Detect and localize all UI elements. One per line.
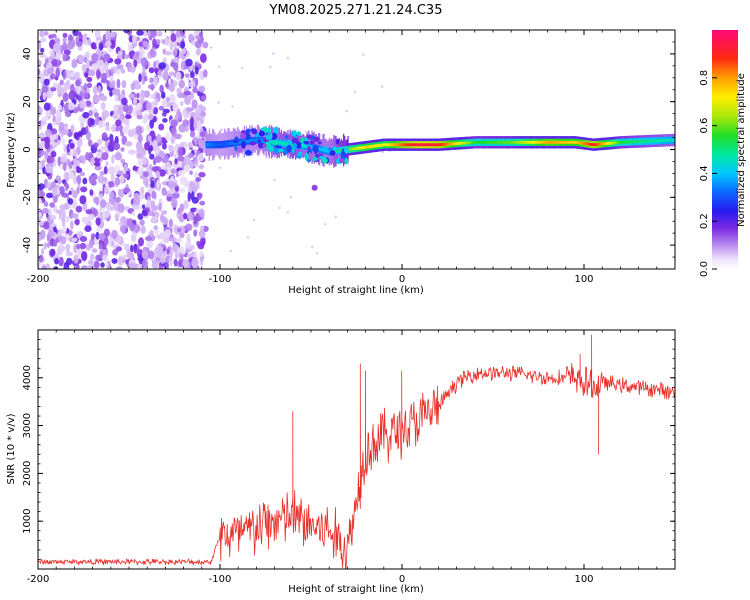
spectrogram-x-ticks: -200 -100 0 100 <box>27 30 676 285</box>
spectrogram-y-tick-label: 0 <box>22 146 33 152</box>
snr-frame <box>37 329 676 570</box>
snr-x-tick-label: -100 <box>209 574 232 585</box>
spectrogram-x-tick-label: 100 <box>574 274 593 285</box>
colorbar: 0.0 0.2 0.4 0.6 0.8 Normalized spectral ampl… <box>699 30 747 277</box>
snr-y-label: SNR (10 * v/v) <box>6 413 17 484</box>
figure-title: YM08.2025.271.21.24.C35 <box>269 3 443 18</box>
colorbar-tick-label: 0.0 <box>699 261 710 277</box>
spectrogram-noise-region <box>38 30 209 269</box>
snr-y-tick-label: 1000 <box>22 508 33 533</box>
colorbar-tick-label: 0.4 <box>699 165 710 181</box>
colorbar-label: Normalized spectral amplitude <box>736 73 747 227</box>
spectrogram-y-tick-label: 40 <box>22 48 33 61</box>
spectrogram-signal-track <box>205 124 675 191</box>
spectrogram-x-tick-label: -100 <box>209 274 232 285</box>
snr-x-ticks: -200 -100 0 100 <box>27 330 676 585</box>
snr-series-line <box>38 334 675 569</box>
spectrogram-y-tick-label: 20 <box>22 95 33 108</box>
spectrogram-y-tick-label: -40 <box>22 237 33 253</box>
colorbar-ticks: 0.0 0.2 0.4 0.6 0.8 <box>699 70 717 277</box>
spectrogram-x-tick-label: 0 <box>399 274 405 285</box>
snr-y-tick-label: 3000 <box>22 413 33 438</box>
snr-y-tick-label: 4000 <box>22 365 33 390</box>
spectrogram-y-ticks: -40 -20 0 20 40 <box>22 29 675 270</box>
snr-x-tick-label: 100 <box>574 574 593 585</box>
snr-y-tick-label: 2000 <box>22 461 33 486</box>
spectrogram-faint-points <box>210 46 392 255</box>
snr-area <box>38 334 675 569</box>
spectrogram-y-label: Frequency (Hz) <box>6 112 17 188</box>
snr-plot: -200 -100 0 100 1000 2000 3000 4000 Height of … <box>6 329 676 595</box>
colorbar-gradient <box>712 30 738 269</box>
spectrogram-x-label: Height of straight line (km) <box>288 285 424 296</box>
spectrogram-area <box>38 30 675 269</box>
snr-x-tick-label: -200 <box>27 574 50 585</box>
snr-x-label: Height of straight line (km) <box>288 584 424 595</box>
spectrogram-x-tick-label: -200 <box>27 274 50 285</box>
colorbar-tick-label: 0.6 <box>699 118 710 134</box>
colorbar-tick-label: 0.8 <box>699 70 710 86</box>
snr-y-ticks: 1000 2000 3000 4000 <box>22 329 675 570</box>
spectrogram-y-tick-label: -20 <box>22 189 33 205</box>
snr-x-tick-label: 0 <box>399 574 405 585</box>
colorbar-tick-label: 0.2 <box>699 213 710 229</box>
